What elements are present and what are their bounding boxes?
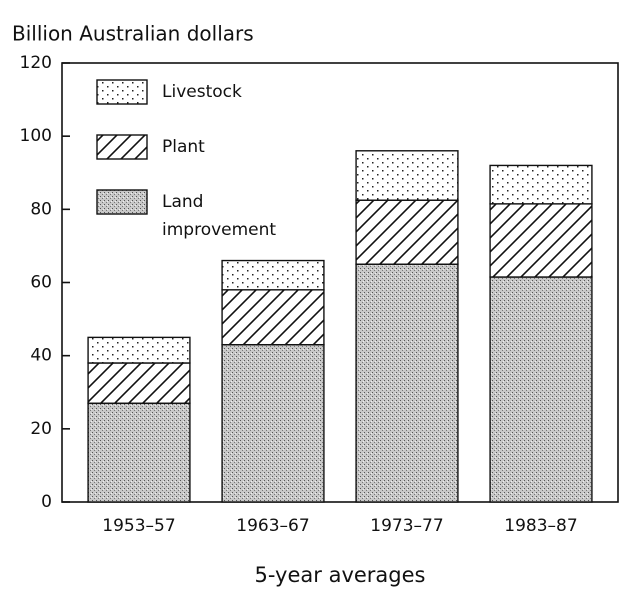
bar-segment: [87, 336, 191, 364]
legend-swatch: [96, 79, 148, 105]
bar-segment: [489, 164, 593, 205]
legend-label: Plant: [162, 137, 205, 157]
legend-label: Land improvement: [162, 192, 276, 240]
y-tick-label: 60: [30, 273, 52, 293]
x-tick-label: 1963–67: [236, 516, 309, 536]
bar-segment: [355, 199, 459, 265]
y-tick-label: 80: [30, 199, 52, 219]
x-tick-label: 1983–87: [504, 516, 577, 536]
bar-segment: [489, 276, 593, 503]
legend-swatch: [96, 189, 148, 215]
x-tick-label: 1973–77: [370, 516, 443, 536]
bar-segment: [489, 203, 593, 278]
bar-segment: [87, 402, 191, 503]
y-axis-title: Billion Australian dollars: [12, 22, 254, 46]
bar-segment: [221, 343, 325, 503]
y-tick-label: 100: [20, 126, 52, 146]
bar-segment: [221, 289, 325, 346]
bar-segment: [355, 150, 459, 201]
y-tick-label: 40: [30, 346, 52, 366]
x-axis-title: 5-year averages: [254, 563, 425, 587]
x-tick-label: 1953–57: [102, 516, 175, 536]
bar-segment: [355, 263, 459, 503]
bar-segment: [87, 362, 191, 404]
y-tick-label: 0: [41, 492, 52, 512]
legend-swatch: [96, 134, 148, 160]
bar-segment: [221, 259, 325, 291]
y-tick-label: 20: [30, 419, 52, 439]
y-tick-label: 120: [20, 53, 52, 73]
legend-label: Livestock: [162, 82, 242, 102]
